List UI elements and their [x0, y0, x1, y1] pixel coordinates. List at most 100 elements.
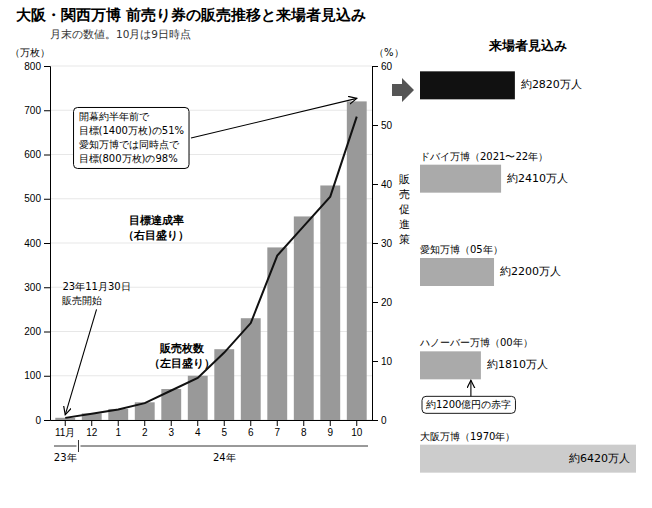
series-label: 販売枚数 （左目盛り）: [149, 342, 215, 370]
text-line: 目標(1400万枚)の51%: [79, 125, 184, 136]
chart-canvas: 大阪・関西万博 前売り券の販売推移と来場者見込み月末の数値。10月は9日時点11…: [0, 0, 652, 508]
data-label: 約2820万人: [521, 78, 582, 91]
x-tick-label: 8: [301, 427, 307, 438]
annotation-arrow: [65, 309, 96, 414]
y-axis-tick-mark: [44, 110, 50, 111]
x-tick-mark: [144, 420, 145, 426]
bar: [320, 185, 340, 420]
annotation-box: [422, 396, 515, 413]
chart-root: 大阪・関西万博 前売り券の販売推移と来場者見込み月末の数値。10月は9日時点11…: [0, 0, 652, 508]
panel-labels: ドバイ万博（2021〜22年）愛知万博（05年）ハノーバー万博（00年）大阪万博…: [419, 78, 630, 464]
x-tick: 7: [274, 420, 280, 438]
category-label: 大阪万博（1970年）: [420, 431, 515, 442]
y2-axis-tick-label: 30: [381, 238, 393, 249]
x-tick-mark: [197, 420, 198, 426]
x-tick: 3: [168, 420, 174, 438]
text-line: 販売枚数: [159, 342, 205, 355]
text-line: 進: [399, 218, 410, 230]
y2-axis-line: [373, 67, 379, 421]
bar: [420, 165, 501, 193]
x-tick-label: 10: [351, 427, 363, 438]
y2-axis-tick-label: 0: [381, 415, 387, 426]
x-tick-label: 4: [195, 427, 201, 438]
annotations: 開幕約半年前で目標(1400万枚)の51%愛知万博では同時点で目標(800万枚)…: [62, 98, 356, 414]
chart-title: 大阪・関西万博 前売り券の販売推移と来場者見込み: [16, 6, 366, 24]
y-axis-tick-mark: [44, 420, 50, 421]
x-tick: 9: [327, 420, 333, 438]
category-label: ドバイ万博（2021〜22年）: [420, 151, 548, 162]
y-axis-tick-mark: [44, 155, 50, 156]
grid: [50, 66, 372, 420]
x-tick: 1: [115, 420, 121, 438]
y2-axis-tick-label: 20: [381, 297, 393, 308]
series-label: 目標達成率 （右目盛り）: [123, 214, 189, 242]
text-line: 目標達成率: [129, 214, 184, 227]
y-axis-tick: 700: [24, 105, 50, 116]
annotation: 23年11月30日販売開始: [62, 281, 130, 414]
y-axis-tick-label: 400: [24, 238, 41, 249]
data-label: 約2410万人: [507, 172, 568, 185]
x-tick: 10: [351, 420, 363, 438]
category-group: 24年: [78, 440, 368, 463]
bar: [347, 101, 367, 420]
side-note: 販売促進策: [399, 173, 410, 245]
y-axis-tick-mark: [44, 66, 50, 67]
x-tick-mark: [277, 420, 278, 426]
y2-axis-tick-mark: [372, 125, 378, 126]
bar: [241, 318, 261, 420]
category-group-label: 24年: [213, 452, 236, 463]
y-axis-tick: 500: [24, 193, 50, 204]
x-tick: 6: [248, 420, 254, 438]
data-label: 約2200万人: [500, 265, 561, 278]
text-line: （左目盛り）: [149, 357, 215, 370]
x-tick: 12: [86, 420, 98, 438]
y-axis-tick: 100: [24, 370, 50, 381]
y-axis-tick: 400: [24, 238, 50, 249]
y2-axis-tick-label: 40: [381, 179, 393, 190]
y-axis-tick-label: 600: [24, 149, 41, 160]
data-label: 約1810万人: [487, 358, 548, 371]
text-line: （右目盛り）: [123, 229, 189, 242]
chart-subtitle: 月末の数値。10月は9日時点: [50, 28, 191, 40]
category-group-label: 23年: [54, 452, 77, 463]
category-label: ハノーバー万博（00年）: [419, 337, 533, 348]
y2-axis-tick-mark: [372, 361, 378, 362]
text-line: 策: [399, 233, 410, 245]
x-axis: 11月1212345678910: [51, 420, 373, 438]
text-line: 目標(800万枚)の98%: [79, 153, 178, 164]
category-group: 23年: [54, 446, 77, 463]
data-label: 約6420万人: [569, 452, 630, 465]
y-axis-tick: 300: [24, 282, 50, 293]
annotation-text: 23年11月30日販売開始: [62, 281, 130, 306]
y-axis-tick-label: 500: [24, 193, 41, 204]
y-axis-tick: 800: [24, 61, 50, 72]
y2-axis-tick: 30: [372, 238, 393, 249]
y-axis-tick-mark: [44, 287, 50, 288]
annotation-arrow: [191, 98, 357, 138]
y2-axis-tick-label: 10: [381, 356, 393, 367]
bar: [420, 258, 494, 286]
bar: [420, 351, 481, 379]
x-tick-label: 5: [221, 427, 227, 438]
annotation: 販売促進策: [399, 173, 410, 245]
y-axis-line: [44, 67, 51, 421]
bar: [420, 71, 515, 99]
x-tick-mark: [330, 420, 331, 426]
bar: [188, 376, 208, 420]
x-tick-mark: [171, 420, 172, 426]
x-tick: 8: [301, 420, 307, 438]
y-axis-label: （万枚）: [10, 47, 50, 58]
x-tick-label: 7: [274, 427, 280, 438]
y2-axis-tick-mark: [372, 302, 378, 303]
y-axis-tick-mark: [44, 243, 50, 244]
annotation: 約1200億円の赤字: [422, 380, 515, 413]
annotation-arrow: [470, 380, 471, 396]
annotation-box: [74, 107, 189, 168]
x-tick-label: 1: [115, 427, 121, 438]
text-line: 愛知万博では同時点で: [79, 139, 180, 150]
x-tick: 11月: [55, 420, 75, 438]
y-axis-tick-label: 100: [24, 370, 41, 381]
y2-axis-tick: 40: [372, 179, 393, 190]
x-tick-mark: [224, 420, 225, 426]
x-tick-mark: [65, 420, 66, 426]
